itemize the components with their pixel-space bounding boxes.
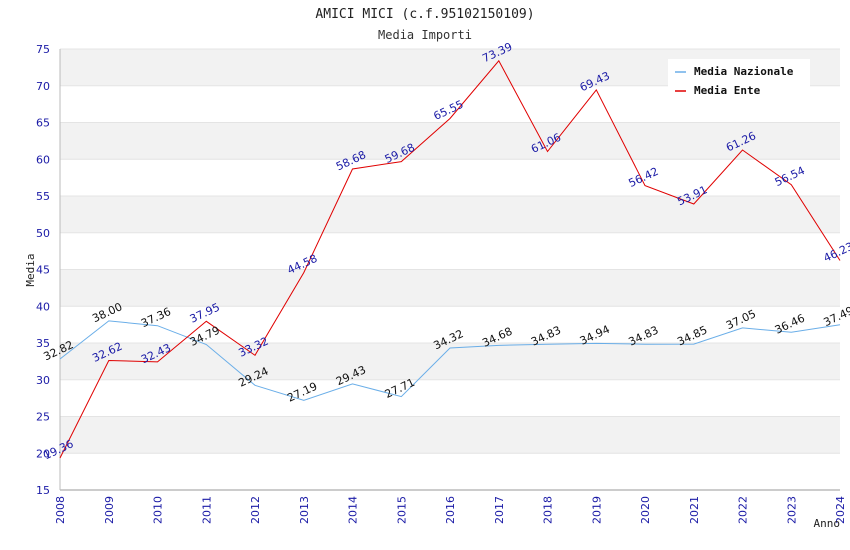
y-tick-label: 60 — [36, 153, 50, 166]
grid-band — [60, 196, 840, 233]
y-tick-label: 45 — [36, 264, 50, 277]
x-tick-label: 2021 — [688, 496, 701, 524]
grid-bands — [60, 48, 840, 491]
y-tick-label: 30 — [36, 374, 50, 387]
x-tick-label: 2024 — [834, 496, 847, 524]
x-tick-label: 2016 — [444, 496, 457, 524]
y-tick-label: 25 — [36, 411, 50, 424]
grid-band — [60, 122, 840, 160]
x-tick-label: 2018 — [542, 496, 555, 524]
legend-label: Media Nazionale — [694, 65, 794, 78]
x-tick-label: 2015 — [395, 496, 408, 524]
x-tick-label: 2017 — [493, 496, 506, 524]
grid-band — [60, 343, 840, 380]
x-tick-label: 2023 — [785, 496, 798, 524]
grid-band — [60, 306, 840, 343]
x-tick-label: 2020 — [639, 496, 652, 524]
legend-label: Media Ente — [694, 84, 761, 97]
x-tick-label: 2009 — [103, 496, 116, 524]
chart-title: AMICI MICI (c.f.95102150109) — [315, 7, 534, 22]
x-tick-label: 2010 — [152, 496, 165, 524]
y-tick-label: 55 — [36, 190, 50, 203]
y-tick-label: 40 — [36, 300, 50, 313]
grid-band — [60, 416, 840, 454]
x-tick-label: 2012 — [249, 496, 262, 524]
grid-band — [60, 379, 840, 417]
x-axis-ticks: 2008 2009 2010 2011 2012 2013 2014 2015 2016 2017… — [54, 496, 847, 524]
x-tick-label: 2013 — [298, 496, 311, 524]
y-tick-label: 35 — [36, 337, 50, 350]
y-axis-ticks: 15 20 25 30 35 40 45 50 55 60 65 70 75 — [36, 43, 50, 497]
series-line-media-ente — [59, 59, 841, 459]
x-axis-label: Anno — [814, 517, 841, 530]
series-lines — [59, 59, 841, 459]
chart-subtitle: Media Importi — [378, 28, 472, 42]
x-tick-label: 2022 — [737, 496, 750, 524]
legend-box — [668, 59, 810, 101]
y-tick-label: 65 — [36, 117, 50, 130]
x-tick-label: 2014 — [347, 496, 360, 524]
y-tick-label: 75 — [36, 43, 50, 56]
grid-band — [60, 159, 840, 196]
y-tick-label: 70 — [36, 80, 50, 93]
x-tick-label: 2011 — [200, 496, 213, 524]
x-tick-label: 2019 — [590, 496, 603, 524]
x-tick-label: 2008 — [54, 496, 67, 524]
y-tick-label: 50 — [36, 227, 50, 240]
grid-band — [60, 232, 840, 270]
y-tick-label: 15 — [36, 484, 50, 497]
grid-band — [60, 453, 840, 490]
y-tick-label: 20 — [36, 447, 50, 460]
grid-band — [60, 269, 840, 307]
legend: Media Nazionale Media Ente — [668, 59, 810, 101]
y-axis-label: Media — [24, 253, 37, 286]
series-line-media-nazionale — [59, 320, 841, 401]
